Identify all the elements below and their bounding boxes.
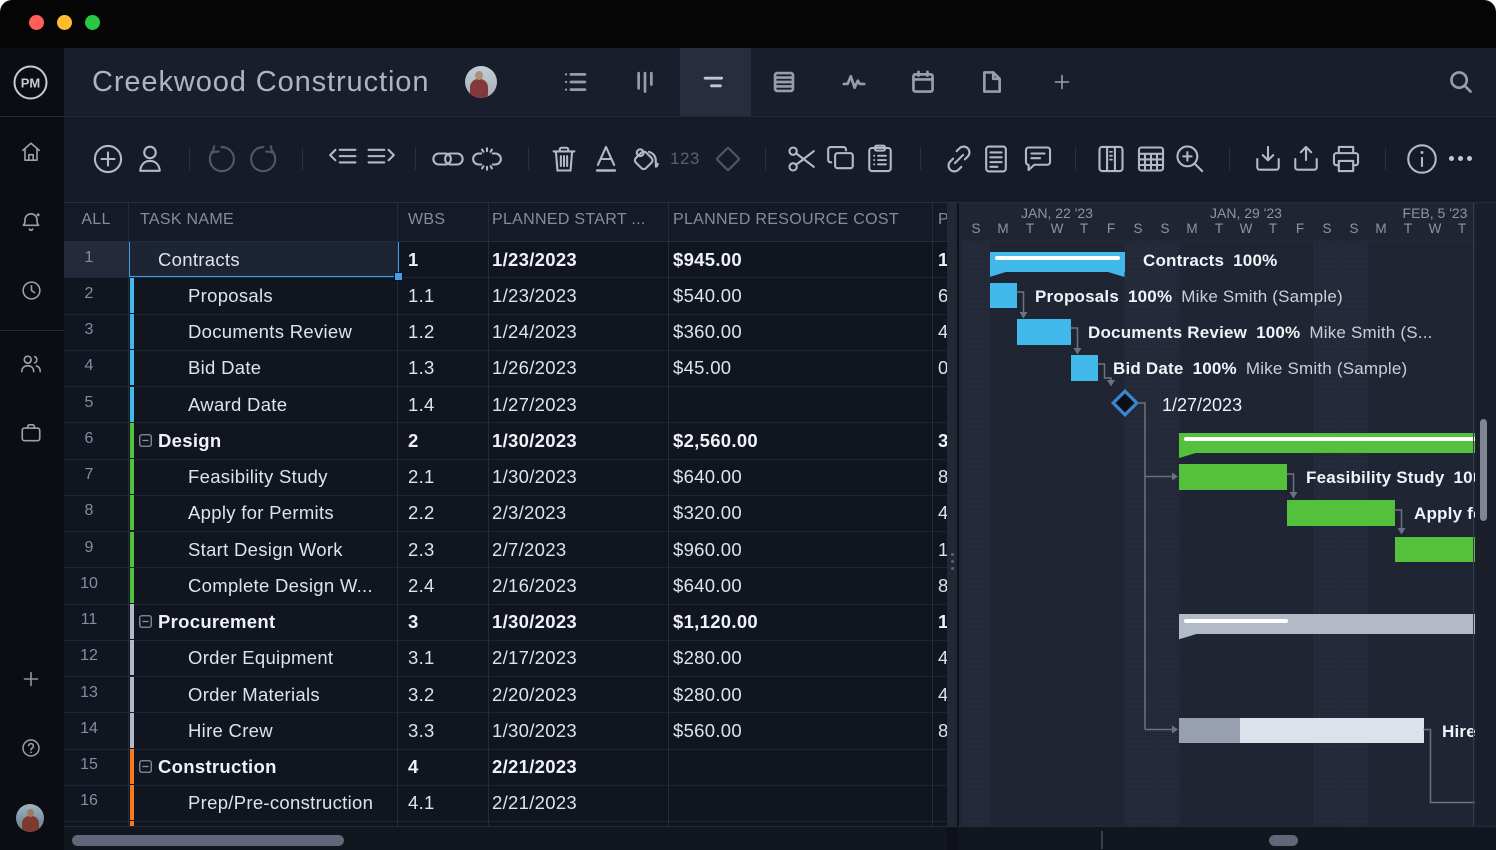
svg-text:PM: PM xyxy=(21,76,41,91)
